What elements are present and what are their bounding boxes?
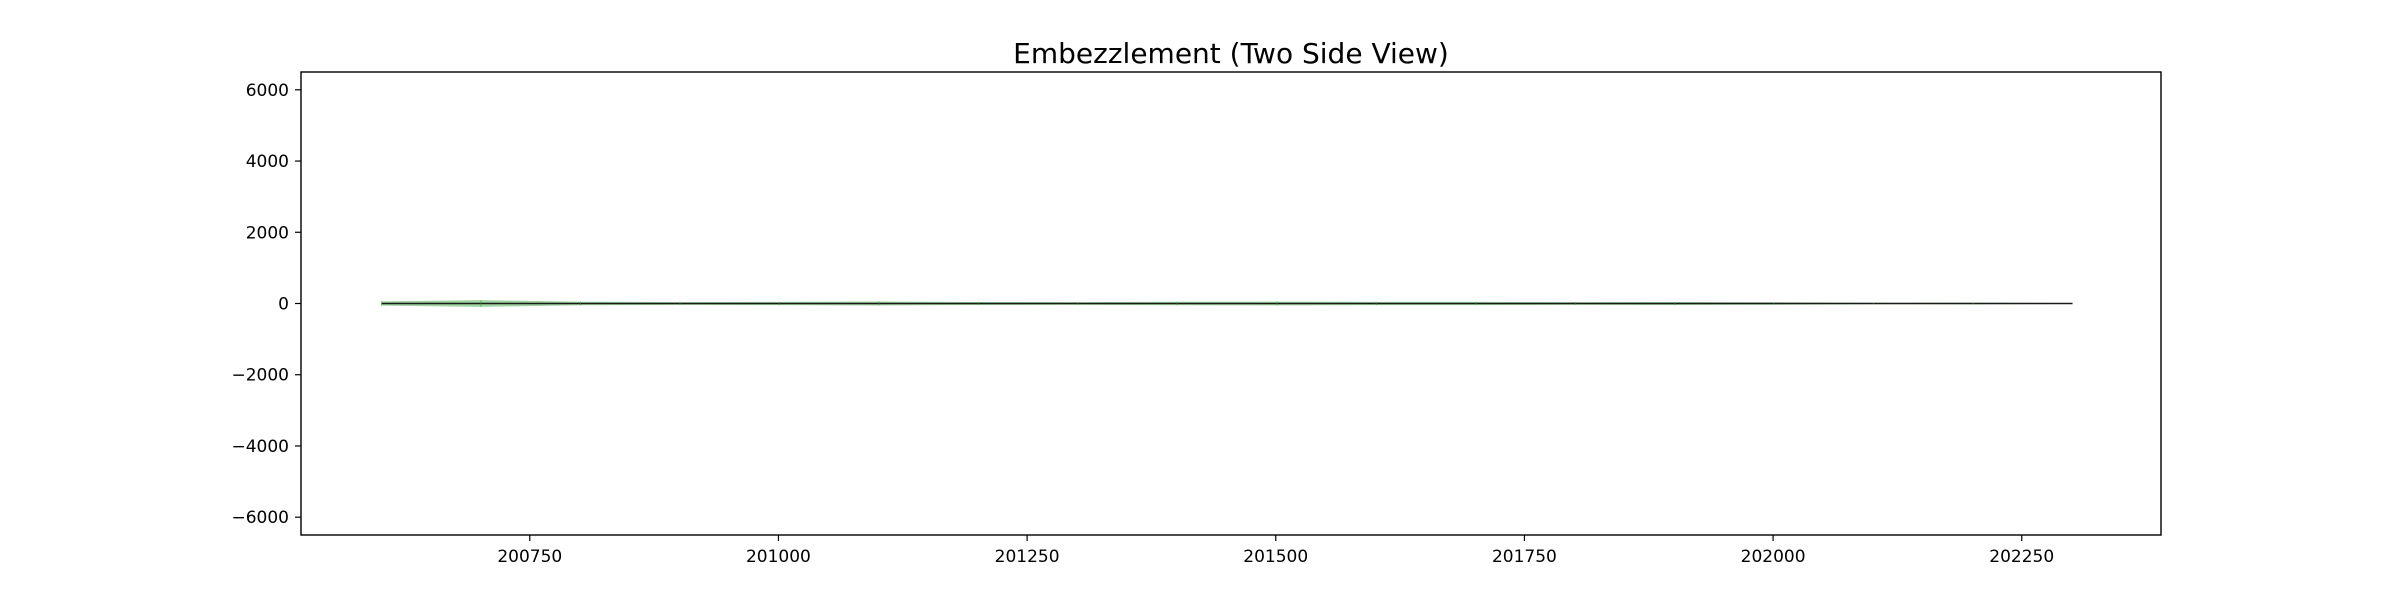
- chart-title: Embezzlement (Two Side View): [1013, 37, 1449, 70]
- y-axis: −6000 −4000 −2000 0 2000 4000 6000: [231, 81, 301, 528]
- x-tick-label: 201000: [746, 547, 811, 567]
- x-tick-label: 201750: [1492, 547, 1557, 567]
- x-tick-label: 201250: [995, 547, 1060, 567]
- y-tick-label: 6000: [246, 81, 289, 101]
- y-tick-label: 4000: [246, 152, 289, 172]
- x-tick-label: 202250: [1989, 547, 2054, 567]
- x-tick-label: 202000: [1741, 547, 1806, 567]
- y-tick-label: −4000: [231, 437, 289, 457]
- y-tick-label: −6000: [231, 508, 289, 528]
- x-axis: 200750 201000 201250 201500 201750 202000 2022…: [497, 535, 2054, 567]
- y-tick-label: 0: [278, 295, 289, 315]
- plot-area: [381, 300, 2073, 307]
- x-tick-label: 201500: [1243, 547, 1308, 567]
- x-tick-label: 200750: [497, 547, 562, 567]
- y-tick-label: −2000: [231, 366, 289, 386]
- y-tick-label: 2000: [246, 223, 289, 243]
